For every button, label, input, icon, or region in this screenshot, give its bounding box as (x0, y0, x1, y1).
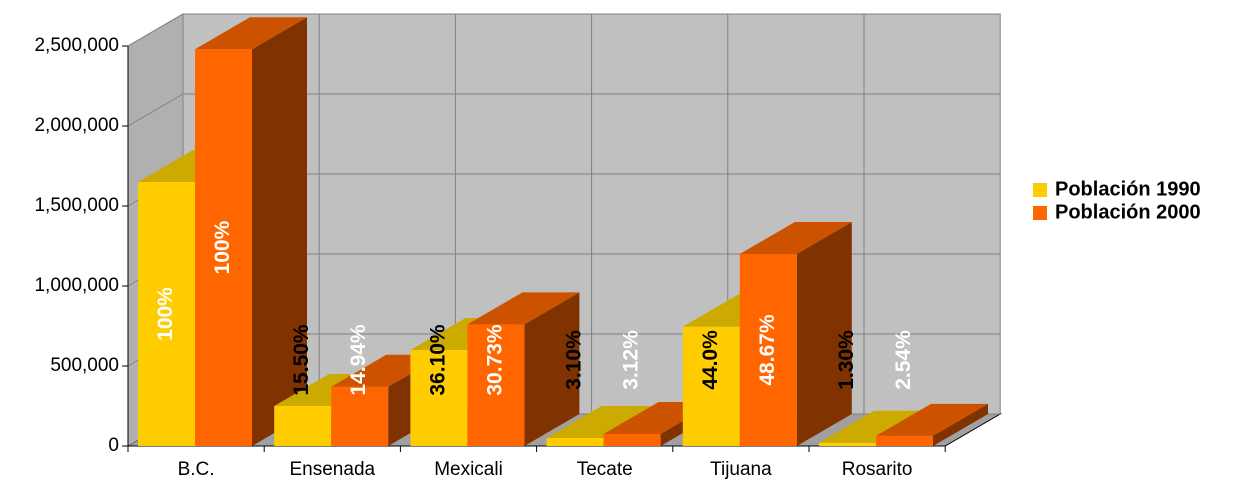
bar (467, 324, 525, 446)
data-label: 2.54% (892, 330, 915, 390)
bar-top (467, 292, 580, 325)
legend-label: Población 1990 (1055, 178, 1201, 200)
bar-side (796, 222, 852, 446)
bar-top (739, 222, 852, 254)
data-label: 30.73% (483, 324, 506, 396)
y-tick-label: 2,500,000 (34, 35, 119, 56)
bar-side (524, 292, 580, 446)
y-tick-label: 500,000 (50, 355, 119, 376)
bar (739, 254, 797, 446)
data-label: 100% (211, 220, 234, 274)
y-tick-label: 1,000,000 (34, 275, 119, 296)
x-tick-label: Rosarito (842, 459, 913, 480)
x-tick-label: Tecate (577, 459, 633, 480)
legend-swatch (1033, 183, 1047, 197)
bar-top (546, 406, 659, 438)
data-label: 36.10% (426, 324, 449, 396)
bar-side (252, 17, 307, 446)
data-label: 1.30% (835, 330, 858, 390)
legend-label: Población 2000 (1055, 201, 1201, 223)
y-tick-label: 0 (108, 435, 119, 456)
bar (331, 386, 389, 446)
bar (546, 438, 604, 446)
data-label: 3.12% (620, 330, 643, 390)
bar (410, 350, 468, 446)
bar (682, 326, 740, 446)
bar-top (819, 410, 931, 443)
data-label: 48.67% (756, 314, 779, 386)
x-tick-label: Mexicali (434, 459, 503, 480)
data-label: 44.0% (699, 330, 722, 390)
bar (603, 434, 661, 446)
x-tick-label: B.C. (178, 459, 215, 480)
x-tick-label: Tijuana (710, 459, 772, 480)
bar (876, 435, 933, 446)
bar-top (876, 403, 988, 436)
bar (274, 406, 332, 446)
y-tick-label: 2,000,000 (34, 115, 119, 136)
bar-top (195, 17, 307, 50)
bar-side (933, 403, 988, 446)
data-label: 3.10% (563, 330, 586, 390)
data-label: 14.94% (347, 324, 370, 396)
legend-swatch (1033, 206, 1047, 220)
bar (195, 49, 252, 446)
x-tick-label: Ensenada (290, 459, 376, 480)
data-label: 100% (154, 287, 177, 341)
y-tick-label: 1,500,000 (34, 195, 119, 216)
bar (138, 182, 195, 446)
bar (819, 442, 876, 446)
data-label: 15.50% (290, 324, 313, 396)
